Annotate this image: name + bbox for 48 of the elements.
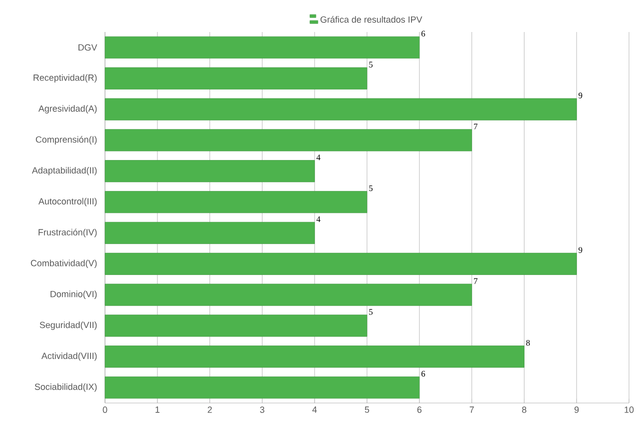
y-tick-label: Autocontrol(III): [38, 198, 97, 206]
y-tick-label: Seguridad(VII): [40, 322, 97, 330]
data-label: 5: [369, 309, 373, 315]
bar: [104, 191, 368, 214]
y-tick-label: Adaptabilidad(II): [32, 166, 97, 176]
data-label: 5: [369, 62, 373, 68]
data-label: 4: [316, 154, 320, 160]
x-tick-label: 3: [260, 406, 264, 413]
bar: [104, 129, 472, 152]
y-tick-label: Receptividad(R): [34, 74, 97, 83]
x-tick-label: 1: [156, 406, 160, 413]
x-tick-label: 4: [312, 406, 317, 413]
data-label: 8: [526, 340, 530, 346]
x-tick-label: 10: [624, 406, 634, 413]
bar: [104, 346, 524, 368]
y-tick-label: Comprensión(I): [36, 136, 97, 144]
bar: [104, 314, 368, 337]
y-tick-label: Combatividad(V): [30, 260, 97, 268]
bar: [104, 284, 472, 306]
bar: [104, 252, 577, 275]
x-tick-label: 5: [364, 406, 370, 413]
bar: [104, 160, 315, 182]
x-tick-label: 6: [417, 406, 422, 413]
bar: [104, 222, 315, 244]
data-label: 4: [316, 216, 320, 222]
data-label: 9: [578, 92, 582, 98]
y-tick-label: Sociabilidad(IX): [34, 383, 97, 392]
x-tick-label: 2: [208, 406, 212, 413]
x-tick-label: 7: [470, 406, 474, 413]
data-label: 7: [474, 124, 478, 130]
legend-label: Gráfica de resultados IPV: [320, 16, 422, 23]
y-tick-label: Actividad(VIII): [41, 352, 97, 361]
x-tick-label: 8: [522, 406, 526, 413]
y-tick-label: Dominio(VI): [50, 290, 97, 299]
data-label: 6: [421, 30, 426, 36]
data-label: 5: [369, 185, 373, 192]
bar: [104, 67, 368, 90]
bar: [104, 98, 577, 120]
bar: [104, 376, 420, 399]
data-label: 9: [578, 247, 582, 253]
y-tick-label: DGV: [78, 44, 98, 51]
x-tick-label: 0: [102, 406, 108, 413]
bar: [104, 36, 420, 58]
x-tick-label: 9: [574, 406, 579, 413]
data-label: 7: [474, 278, 478, 284]
data-label: 6: [421, 370, 426, 377]
y-tick-label: Agresividad(A): [38, 105, 97, 114]
y-tick-label: Frustración(IV): [38, 228, 97, 238]
